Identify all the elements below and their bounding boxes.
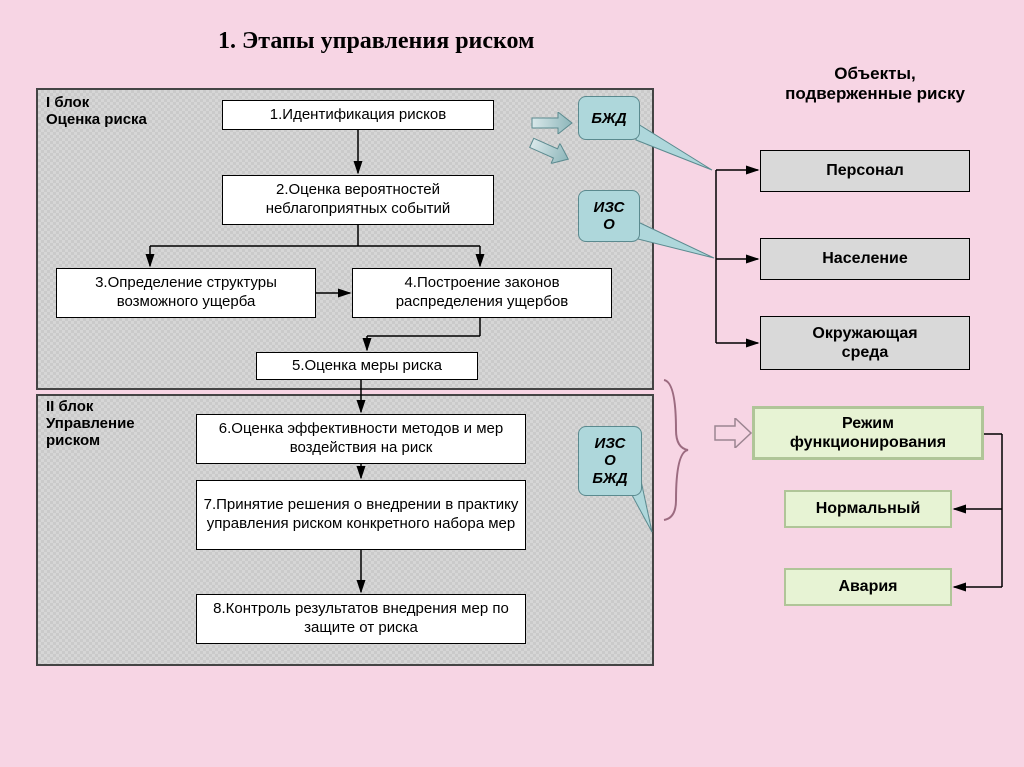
side-arrow-1 [530, 112, 574, 134]
block-2-label: II блок Управление риском [46, 398, 135, 449]
object-population: Население [760, 238, 970, 280]
step-1: 1.Идентификация рисков [222, 100, 494, 130]
page-title: 1. Этапы управления риском [218, 28, 534, 55]
objects-header: Объекты, подверженные риску [760, 64, 990, 104]
step-2: 2.Оценка вероятностей неблагоприятных со… [222, 175, 494, 225]
step-3: 3.Определение структуры возможного ущерб… [56, 268, 316, 318]
step-5: 5.Оценка меры риска [256, 352, 478, 380]
object-environment: Окружающая среда [760, 316, 970, 370]
step-4: 4.Построение законов распределения ущерб… [352, 268, 612, 318]
callout-bzhd: БЖД [578, 96, 640, 140]
object-personnel: Персонал [760, 150, 970, 192]
step-6: 6.Оценка эффективности методов и мер воз… [196, 414, 526, 464]
regime-arrow-icon [713, 418, 753, 448]
regime-accident: Авария [784, 568, 952, 606]
regime-normal: Нормальный [784, 490, 952, 528]
step-8: 8.Контроль результатов внедрения мер по … [196, 594, 526, 644]
callout-izso-bzhd: ИЗС О БЖД [578, 426, 642, 496]
regime-header: Режим функционирования [752, 406, 984, 460]
callout-izso-1: ИЗС О [578, 190, 640, 242]
block-1-label: I блок Оценка риска [46, 94, 147, 128]
step-7: 7.Принятие решения о внедрении в практик… [196, 480, 526, 550]
